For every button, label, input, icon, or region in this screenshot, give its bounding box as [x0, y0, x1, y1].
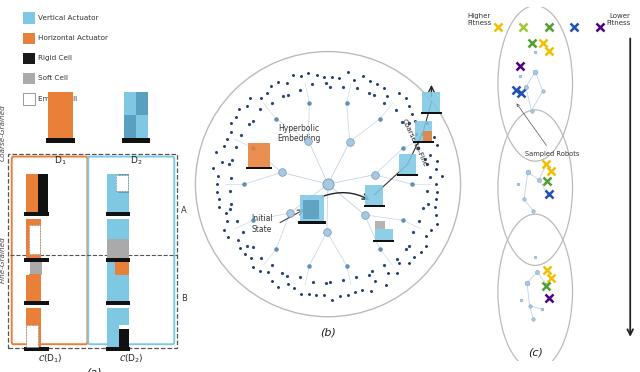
Bar — [107, 173, 118, 193]
Bar — [24, 347, 49, 350]
Bar — [303, 200, 319, 219]
Bar — [300, 195, 324, 221]
Bar — [422, 92, 440, 112]
Text: (b): (b) — [320, 327, 336, 337]
Bar — [424, 131, 433, 141]
Bar — [415, 121, 433, 141]
Bar — [48, 92, 73, 138]
Bar — [375, 228, 392, 240]
Text: Higher
Fitness: Higher Fitness — [467, 13, 492, 26]
Bar — [116, 176, 128, 191]
Bar — [29, 273, 40, 297]
Bar — [22, 73, 35, 84]
Text: $\mathcal{C}(\mathrm{D}_2)$: $\mathcal{C}(\mathrm{D}_2)$ — [119, 352, 143, 365]
Text: B: B — [181, 295, 187, 304]
Bar — [106, 301, 131, 305]
Bar — [118, 173, 129, 193]
Text: Lower
Fitness: Lower Fitness — [606, 13, 630, 26]
Bar — [420, 112, 442, 114]
Bar — [107, 276, 129, 301]
Bar — [106, 259, 131, 262]
Text: Empty Cell: Empty Cell — [38, 96, 77, 102]
Bar — [106, 347, 131, 350]
Bar — [115, 262, 129, 276]
Text: Coarse-to-Fine: Coarse-to-Fine — [401, 118, 428, 168]
Text: Rigid Cell: Rigid Cell — [38, 55, 72, 61]
Bar — [246, 167, 272, 169]
Text: Vertical Actuator: Vertical Actuator — [38, 15, 99, 21]
Text: Fine-Grained: Fine-Grained — [0, 237, 6, 283]
Bar — [26, 326, 38, 347]
Text: Horizontal Actuator: Horizontal Actuator — [38, 35, 108, 41]
Text: Soft Cell: Soft Cell — [38, 76, 68, 81]
Bar — [136, 115, 148, 138]
Bar — [107, 326, 119, 347]
Text: Hyperbolic
Embedding: Hyperbolic Embedding — [277, 124, 321, 144]
Bar — [119, 329, 129, 347]
Bar — [29, 225, 40, 254]
Bar — [22, 12, 35, 24]
Bar — [118, 239, 129, 258]
Text: $\mathrm{D}_1$: $\mathrm{D}_1$ — [54, 154, 67, 167]
Bar — [107, 239, 118, 258]
Text: $\mathcal{C}(\mathrm{D}_1)$: $\mathcal{C}(\mathrm{D}_1)$ — [38, 352, 62, 365]
Bar — [373, 240, 394, 243]
Bar — [413, 141, 434, 143]
Bar — [298, 221, 326, 224]
Bar — [107, 219, 120, 239]
Text: A: A — [181, 206, 187, 215]
Bar — [399, 154, 417, 174]
Bar — [107, 308, 129, 326]
Bar — [26, 173, 38, 212]
Bar — [107, 262, 121, 276]
Bar — [120, 219, 129, 239]
Bar — [364, 205, 385, 207]
Bar — [124, 92, 136, 115]
Bar — [365, 185, 383, 205]
Text: $\mathrm{D}_2$: $\mathrm{D}_2$ — [130, 154, 142, 167]
Text: Sampled Robots: Sampled Robots — [517, 104, 579, 157]
Bar — [248, 143, 270, 167]
Bar — [26, 308, 41, 347]
Bar — [375, 221, 385, 228]
Text: (a): (a) — [86, 368, 102, 372]
Text: Initial
State: Initial State — [251, 214, 273, 234]
Bar — [397, 174, 419, 176]
Text: Coarse-Grained: Coarse-Grained — [0, 105, 6, 161]
Bar — [26, 219, 41, 258]
Bar — [22, 32, 35, 44]
Bar — [24, 301, 49, 305]
Text: (c): (c) — [528, 347, 543, 357]
Bar — [22, 93, 35, 105]
Bar — [30, 262, 42, 276]
Bar — [124, 115, 136, 138]
Bar — [107, 193, 129, 212]
Bar — [22, 53, 35, 64]
Bar — [24, 259, 49, 262]
Bar — [26, 276, 41, 301]
Bar — [46, 138, 74, 143]
Bar — [136, 92, 148, 115]
Bar — [122, 138, 150, 143]
Bar — [24, 212, 49, 216]
Bar — [106, 212, 131, 216]
Bar — [38, 173, 47, 212]
